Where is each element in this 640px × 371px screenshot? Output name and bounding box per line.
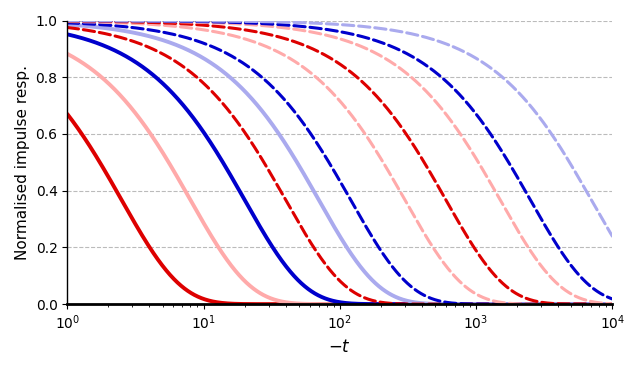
X-axis label: $-t$: $-t$ (328, 338, 351, 356)
Y-axis label: Normalised impulse resp.: Normalised impulse resp. (15, 65, 30, 260)
